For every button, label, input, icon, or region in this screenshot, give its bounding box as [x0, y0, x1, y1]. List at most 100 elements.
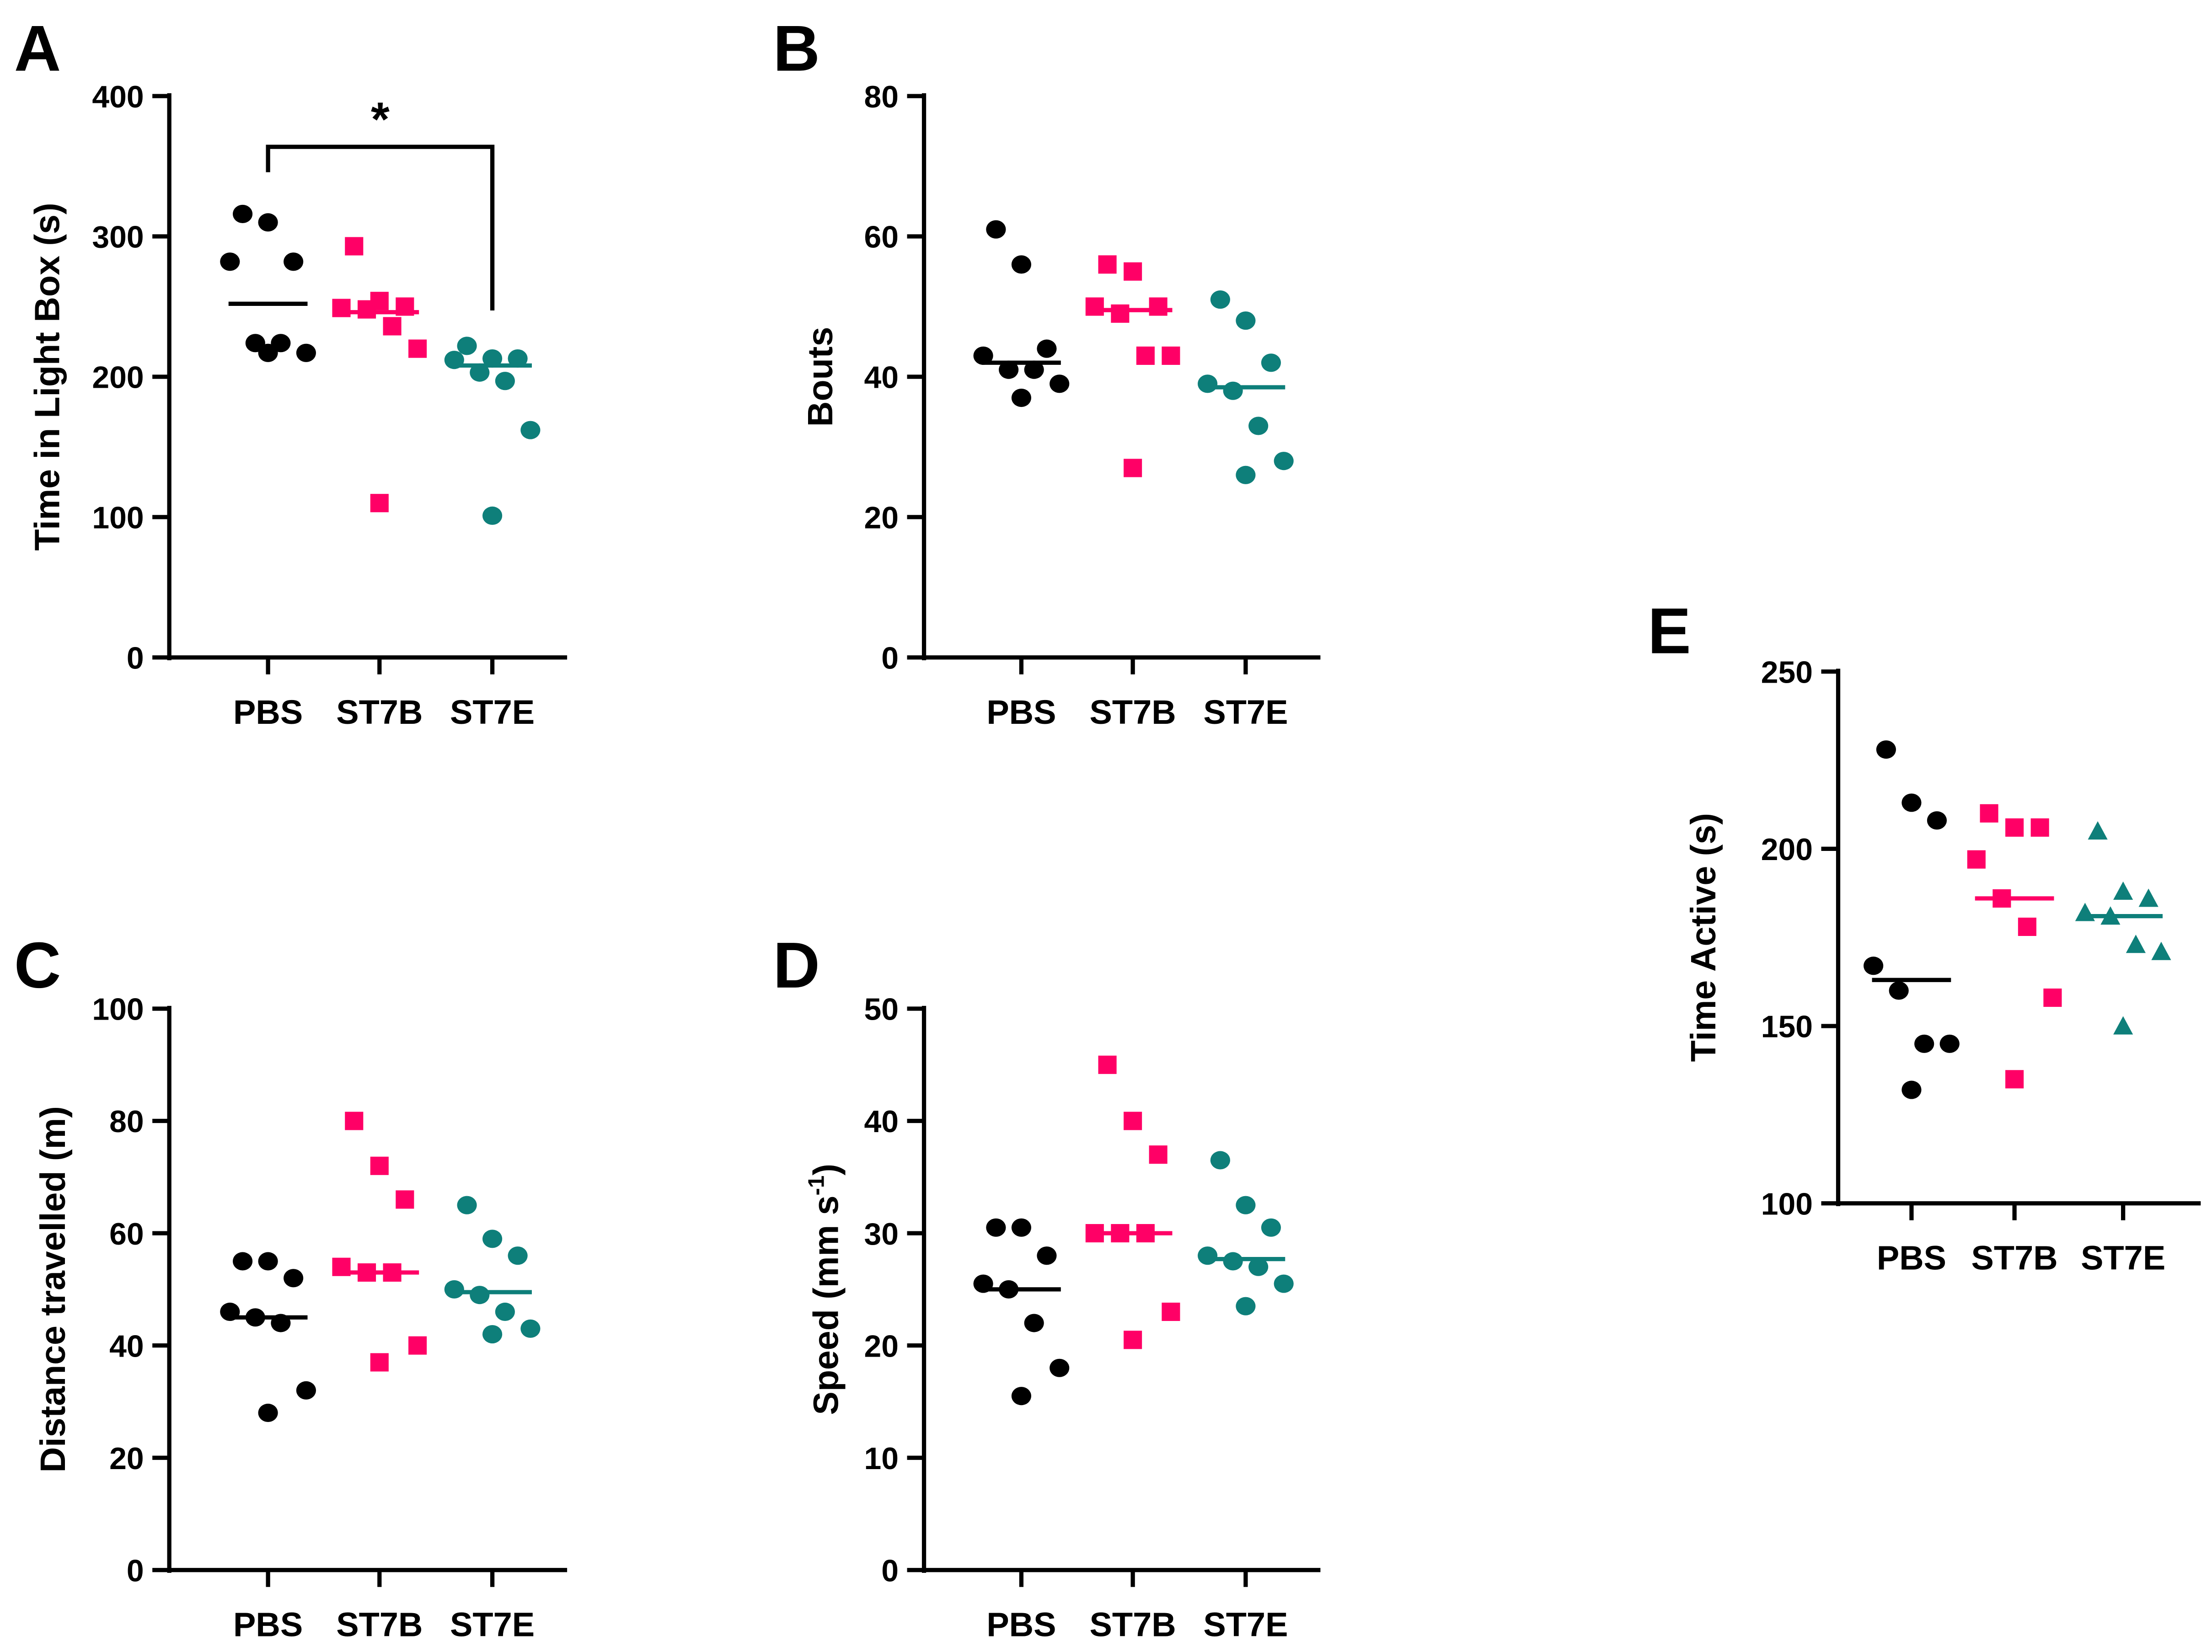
panel-label: B — [773, 13, 819, 85]
data-point — [284, 252, 304, 271]
data-point — [1024, 360, 1044, 379]
data-point — [1085, 297, 1104, 316]
data-point — [495, 372, 515, 390]
y-tick-label: 300 — [92, 220, 144, 255]
data-point — [2126, 935, 2146, 953]
data-point — [495, 1302, 515, 1321]
significance-star: * — [371, 92, 390, 146]
data-point — [1210, 290, 1230, 309]
series-st7e — [444, 1196, 541, 1344]
y-tick-label: 100 — [1761, 1187, 1813, 1221]
data-point — [408, 1336, 427, 1355]
data-point — [2138, 888, 2158, 907]
series-st7e — [2075, 821, 2171, 1035]
data-point — [370, 1353, 389, 1372]
data-point — [345, 237, 364, 256]
data-point — [1864, 957, 1884, 975]
data-point — [1024, 1314, 1044, 1332]
data-point — [482, 1230, 503, 1248]
y-tick-label: 80 — [864, 80, 899, 114]
data-point — [1939, 1034, 1960, 1053]
data-point — [332, 299, 351, 317]
series-pbs — [220, 204, 316, 362]
y-tick-label: 200 — [1761, 833, 1813, 867]
data-point — [508, 349, 528, 368]
data-point — [408, 339, 427, 358]
y-tick-label: 40 — [109, 1329, 144, 1363]
data-point — [2075, 903, 2095, 921]
data-point — [1876, 740, 1896, 759]
data-point — [258, 343, 278, 362]
data-point — [258, 1403, 278, 1422]
data-point — [258, 213, 278, 232]
data-point — [1889, 981, 1909, 1000]
data-point — [508, 1246, 528, 1265]
data-point — [370, 1156, 389, 1175]
data-point — [345, 1112, 364, 1130]
data-point — [973, 346, 993, 365]
y-tick-label: 60 — [864, 220, 899, 255]
series-st7e — [444, 337, 541, 525]
data-point — [1011, 388, 1032, 407]
data-point — [1901, 793, 1922, 812]
data-point — [1149, 1145, 1168, 1164]
data-point — [1011, 1218, 1032, 1237]
series-pbs — [973, 220, 1070, 407]
y-axis-label: Speed (mm s-1) — [804, 1164, 846, 1415]
data-point — [986, 220, 1006, 239]
series-st7b — [1085, 255, 1180, 477]
data-point — [1274, 452, 1294, 470]
panel-label: C — [14, 930, 61, 1002]
data-point — [1261, 1218, 1281, 1237]
panel-c: C 0 20 40 60 80 100 Distance travelled (m) PBS ST… — [14, 930, 568, 1644]
data-point — [1050, 374, 1070, 393]
x-tick-label-st7e: ST7E — [450, 693, 535, 731]
data-point — [1927, 811, 1947, 830]
data-point — [2018, 917, 2036, 936]
data-point — [1901, 1080, 1922, 1099]
y-tick-label: 10 — [864, 1442, 899, 1476]
data-point — [2005, 818, 2024, 837]
data-point — [370, 494, 389, 513]
panel-a: A 0 100 200 300 400 Time in Light Box (s) PBS ST… — [14, 13, 568, 731]
data-point — [520, 1319, 541, 1338]
data-point — [1011, 1387, 1032, 1406]
data-point — [1236, 465, 1256, 484]
data-point — [444, 1280, 464, 1299]
data-point — [457, 337, 477, 355]
series-st7e — [1198, 1151, 1294, 1315]
data-point — [2043, 988, 2062, 1007]
data-point — [2005, 1070, 2024, 1089]
data-point — [986, 1218, 1006, 1237]
data-point — [482, 506, 503, 525]
data-point — [1274, 1274, 1294, 1293]
x-tick-label-pbs: PBS — [233, 693, 303, 731]
series-st7e — [1198, 290, 1294, 484]
data-point — [520, 421, 541, 439]
series-st7b — [1967, 804, 2062, 1089]
x-tick-label-st7b: ST7B — [1090, 693, 1176, 731]
panel-d: D 0 10 20 30 40 50 Speed (mm s-1) PBS ST7B ST7E — [773, 930, 1321, 1644]
data-point — [1914, 1034, 1934, 1053]
series-pbs — [973, 1218, 1070, 1406]
data-point — [1236, 311, 1256, 330]
x-tick-label-pbs: PBS — [1877, 1239, 1946, 1277]
data-point — [482, 349, 503, 368]
data-point — [1037, 1246, 1057, 1265]
y-tick-label: 0 — [127, 1554, 144, 1588]
data-point — [470, 363, 490, 382]
data-point — [1124, 459, 1142, 477]
y-tick-label: 100 — [92, 993, 144, 1027]
data-point — [1111, 304, 1130, 323]
y-tick-label: 60 — [109, 1217, 144, 1251]
x-tick-label-pbs: PBS — [986, 1606, 1056, 1644]
data-point — [220, 252, 240, 271]
data-point — [457, 1196, 477, 1214]
series-pbs — [1864, 740, 1960, 1099]
data-point — [1011, 255, 1032, 274]
data-point — [2113, 881, 2133, 900]
data-point — [2113, 1016, 2133, 1035]
data-point — [1050, 1358, 1070, 1377]
y-tick-label: 400 — [92, 80, 144, 114]
